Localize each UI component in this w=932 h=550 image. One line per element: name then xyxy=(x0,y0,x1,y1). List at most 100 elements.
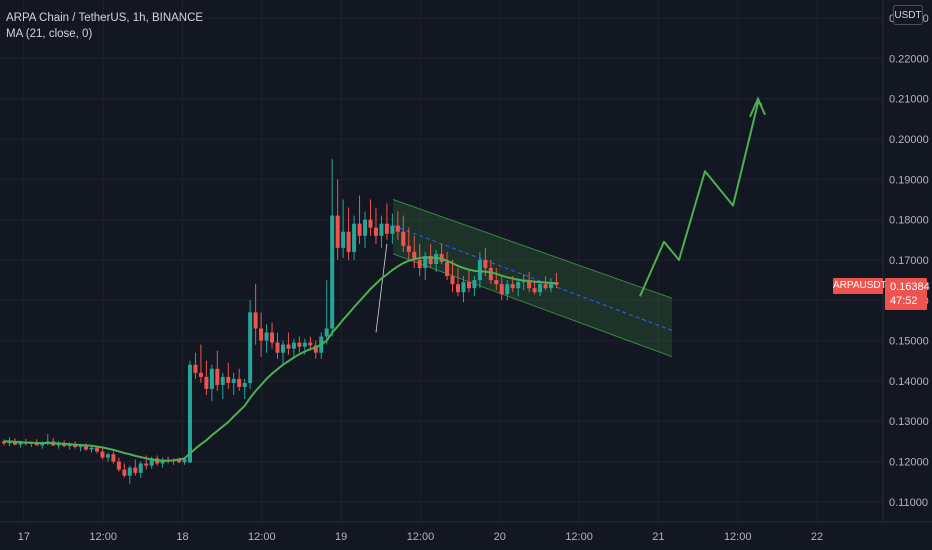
candle-body xyxy=(248,312,253,383)
candle-body xyxy=(538,284,543,293)
currency-button[interactable]: USDT xyxy=(893,5,923,25)
candlestick-series xyxy=(2,159,559,484)
price-tick-label: 0.21000 xyxy=(889,94,929,106)
candle-body xyxy=(122,469,127,476)
candle-body xyxy=(384,223,389,234)
price-tick-label: 0.20000 xyxy=(889,134,929,146)
candle-body xyxy=(2,441,6,444)
candle-body xyxy=(549,282,553,289)
candle-body xyxy=(357,223,362,236)
price-tick-label: 0.19000 xyxy=(889,174,929,186)
candle-body xyxy=(324,328,329,337)
ma-line xyxy=(4,256,557,462)
grid-lines xyxy=(0,0,883,522)
candle-body xyxy=(346,231,351,252)
candle-body xyxy=(226,376,231,383)
candle-body xyxy=(94,447,99,452)
candle-body xyxy=(477,259,482,281)
time-tick-label: 17 xyxy=(18,531,30,543)
candle-body xyxy=(363,219,368,236)
candle-body xyxy=(395,225,400,232)
candle-body xyxy=(516,282,521,289)
candle-body xyxy=(472,280,477,289)
price-tick-label: 0.22000 xyxy=(889,53,929,65)
candle-body xyxy=(73,444,78,448)
candle-body xyxy=(499,284,504,295)
channel-median-line xyxy=(392,225,673,331)
candle-body xyxy=(270,332,275,343)
regression-channel[interactable] xyxy=(392,199,673,358)
candle-body xyxy=(352,223,357,252)
candle-body xyxy=(220,376,225,385)
candle-body xyxy=(177,459,182,463)
candle-body xyxy=(209,368,214,389)
candle-body xyxy=(100,451,105,458)
candle-body xyxy=(313,345,318,353)
candle-body xyxy=(116,461,121,470)
price-tick-label: 0.13000 xyxy=(889,416,929,428)
last-price-value: 0.16384 xyxy=(890,281,930,293)
candle-body xyxy=(532,288,537,293)
price-tick-label: 0.18000 xyxy=(889,215,929,227)
candle-body xyxy=(264,332,269,341)
candle-body xyxy=(291,342,296,349)
last-price-label: 0.16384 47:52 xyxy=(885,278,930,310)
symbol-title[interactable]: ARPA Chain / TetherUS, 1h, BINANCE xyxy=(6,12,204,24)
time-tick-label: 18 xyxy=(176,531,188,543)
candle-body xyxy=(149,458,154,466)
time-tick-label: 20 xyxy=(494,531,506,543)
candle-body xyxy=(450,276,455,285)
candle-body xyxy=(466,282,471,289)
projection-arrowhead xyxy=(749,96,766,118)
candle-body xyxy=(341,231,346,248)
candle-body xyxy=(12,441,17,445)
candle-body xyxy=(111,454,116,462)
projection-path xyxy=(639,101,763,297)
candle-body xyxy=(56,443,61,446)
price-tick-label: 0.17000 xyxy=(889,255,929,267)
chart-legend: ARPA Chain / TetherUS, 1h, BINANCE MA (2… xyxy=(6,10,203,42)
candle-body xyxy=(231,378,236,383)
projection-arrow[interactable] xyxy=(639,96,766,297)
candle-body xyxy=(40,443,45,446)
candle-body xyxy=(335,215,340,248)
candle-body xyxy=(423,255,428,269)
time-tick-label: 12:00 xyxy=(407,531,435,543)
candle-body xyxy=(84,446,89,450)
candle-body xyxy=(461,282,466,293)
candle-body xyxy=(280,344,285,353)
channel-upper-line xyxy=(392,199,673,299)
time-tick-label: 12:00 xyxy=(724,531,752,543)
candle-body xyxy=(187,364,192,463)
candle-body xyxy=(445,261,450,277)
candle-body xyxy=(259,328,264,341)
candle-body xyxy=(302,342,307,347)
candle-body xyxy=(62,443,67,447)
candle-body xyxy=(253,312,258,329)
candle-body xyxy=(428,255,433,264)
candle-body xyxy=(133,467,138,473)
candle-body xyxy=(105,454,110,458)
time-axis[interactable]: 17 12:00 18 12:00 19 12:00 20 12:00 21 12:00 22 xyxy=(18,531,823,543)
ma-indicator-label[interactable]: MA (21, close, 0) xyxy=(6,28,93,40)
candle-body xyxy=(182,459,187,463)
candle-body xyxy=(237,378,242,387)
candle-body xyxy=(286,344,291,349)
candle-body xyxy=(412,251,417,260)
candle-body xyxy=(215,368,220,385)
candle-body xyxy=(368,219,373,228)
time-tick-label: 12:00 xyxy=(248,531,276,543)
candle-body xyxy=(297,342,302,347)
time-tick-label: 19 xyxy=(335,531,347,543)
time-tick-label: 12:00 xyxy=(89,531,117,543)
candle-body xyxy=(494,280,499,285)
candle-body xyxy=(483,259,488,269)
candle-body xyxy=(127,467,132,476)
time-tick-label: 21 xyxy=(652,531,664,543)
candle-body xyxy=(242,382,247,387)
candle-body xyxy=(308,342,313,346)
candle-body xyxy=(18,442,23,445)
bar-countdown: 47:52 xyxy=(890,295,918,307)
candle-body xyxy=(505,284,510,295)
